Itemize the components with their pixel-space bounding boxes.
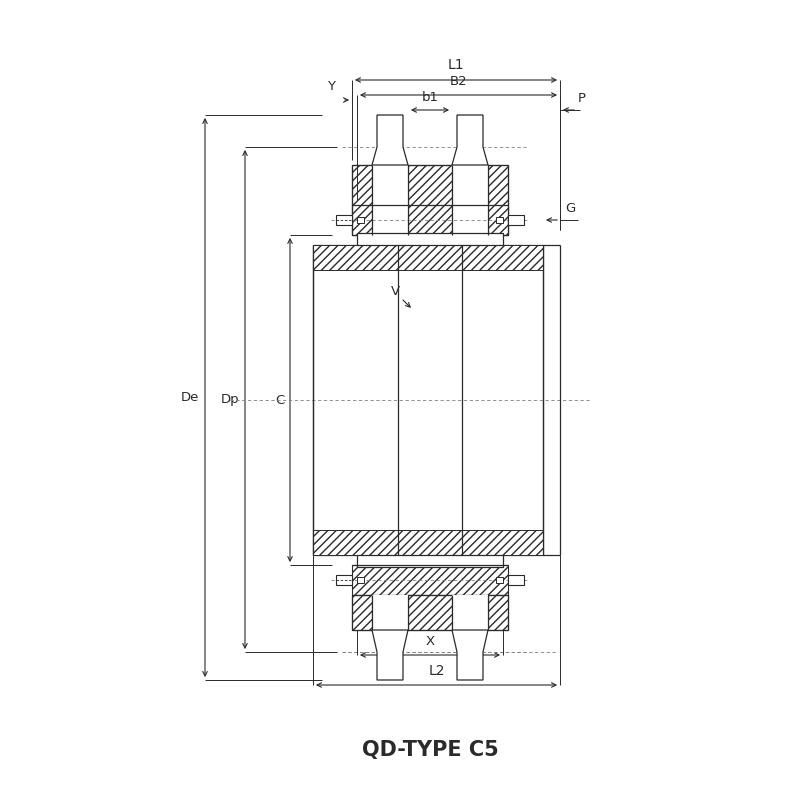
Text: De: De [181, 391, 199, 404]
Text: QD-TYPE C5: QD-TYPE C5 [362, 740, 498, 760]
Bar [508, 575, 524, 585]
Bar [336, 215, 352, 225]
Bar [496, 217, 503, 223]
Text: Dp: Dp [220, 393, 239, 406]
Bar [357, 555, 503, 567]
Bar [313, 530, 543, 555]
Bar [408, 595, 452, 630]
Bar [357, 577, 364, 583]
Bar [508, 215, 524, 225]
Polygon shape [372, 630, 408, 680]
Bar [488, 165, 508, 235]
Bar [336, 575, 352, 585]
Text: B2: B2 [450, 75, 467, 88]
Text: X: X [426, 635, 434, 648]
Bar [352, 205, 508, 235]
Polygon shape [372, 115, 408, 165]
Bar [372, 595, 408, 630]
Bar [408, 165, 452, 235]
Bar [488, 595, 508, 630]
Bar [352, 565, 508, 595]
Bar [357, 217, 364, 223]
Bar [357, 233, 503, 245]
Text: L2: L2 [428, 664, 445, 678]
Bar [352, 595, 372, 630]
Bar [452, 165, 488, 235]
Text: Y: Y [327, 80, 335, 93]
Polygon shape [452, 630, 488, 680]
Text: P: P [578, 92, 586, 105]
Bar [372, 165, 408, 235]
Text: G: G [565, 202, 575, 215]
Bar [313, 245, 543, 555]
Bar [452, 595, 488, 630]
Text: b1: b1 [422, 91, 438, 104]
Bar [496, 577, 503, 583]
Bar [352, 165, 372, 235]
Text: V: V [390, 285, 399, 298]
Bar [313, 245, 543, 270]
Polygon shape [452, 115, 488, 165]
Text: C: C [274, 394, 284, 406]
Text: L1: L1 [448, 58, 464, 72]
